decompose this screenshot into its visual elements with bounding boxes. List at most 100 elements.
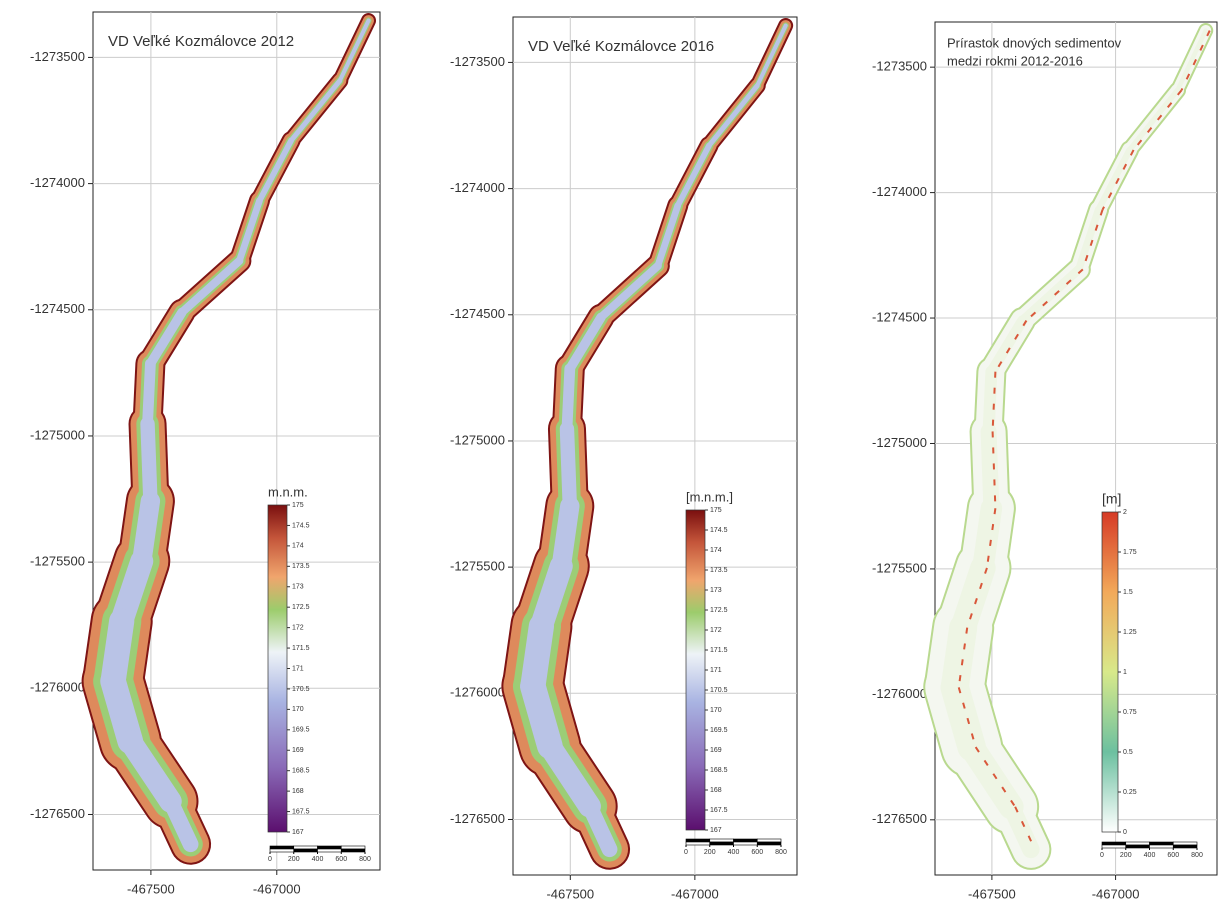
scalebar-segment	[341, 849, 365, 852]
scalebar-label: 600	[335, 856, 347, 863]
river-segment	[148, 424, 151, 501]
scalebar-segment	[294, 846, 318, 849]
x-tick-label: -467000	[1092, 886, 1140, 901]
colorbar-tick-label: 171	[292, 665, 304, 672]
colorbar-tick-label: 0.25	[1123, 789, 1137, 796]
colorbar-tick-label: 173	[292, 584, 304, 591]
colorbar-tick-label: 175	[710, 507, 722, 514]
scalebar-label: 800	[1191, 852, 1203, 859]
colorbar-tick-label: 1.5	[1123, 589, 1133, 596]
colorbar-tick-label: 171.5	[710, 647, 728, 654]
scalebar-segment	[686, 839, 710, 842]
colorbar-tick-label: 172.5	[292, 604, 310, 611]
colorbar-tick-label: 172.5	[710, 607, 728, 614]
colorbar-tick-label: 167	[292, 829, 304, 836]
y-tick-label: -1274500	[30, 301, 85, 316]
scalebar-label: 0	[268, 856, 272, 863]
scalebar-label: 800	[775, 849, 787, 856]
colorbar-tick-label: 168	[292, 788, 304, 795]
colorbar-tick-label: 174	[710, 547, 722, 554]
y-tick-label: -1273500	[30, 49, 85, 64]
colorbar-label: [m.n.m.]	[686, 489, 733, 504]
colorbar-tick-label: 175	[292, 502, 304, 509]
scalebar-segment	[270, 846, 294, 849]
colorbar-tick-label: 167.5	[292, 808, 310, 815]
panel-title: Prírastok dnových sedimentov	[947, 35, 1122, 50]
scalebar-segment	[757, 839, 781, 842]
y-tick-label: -1274000	[872, 184, 927, 199]
scalebar-segment	[710, 842, 734, 845]
scalebar-segment	[734, 839, 758, 842]
y-tick-label: -1273500	[872, 59, 927, 74]
scalebar-segment	[318, 849, 342, 852]
y-tick-label: -1276500	[872, 811, 927, 826]
y-tick-label: -1274500	[872, 309, 927, 324]
x-tick-label: -467000	[253, 881, 301, 896]
colorbar-tick-label: 169	[710, 747, 722, 754]
scalebar-segment	[341, 846, 365, 849]
scalebar-segment	[1150, 842, 1174, 845]
scalebar-label: 400	[728, 849, 740, 856]
colorbar-label: m.n.m.	[268, 484, 308, 499]
scalebar-segment	[270, 849, 294, 852]
colorbar-tick-label: 171	[710, 667, 722, 674]
colorbar-tick-label: 169.5	[710, 727, 728, 734]
scalebar-segment	[318, 846, 342, 849]
colorbar-tick-label: 1.25	[1123, 629, 1137, 636]
x-tick-label: -467500	[127, 881, 175, 896]
colorbar-tick-label: 0	[1123, 829, 1127, 836]
colorbar-tick-label: 167	[710, 827, 722, 834]
river-segment	[989, 431, 992, 508]
y-tick-label: -1275000	[450, 432, 505, 447]
colorbar-tick-label: 174	[292, 543, 304, 550]
colorbar-tick-label: 173.5	[710, 567, 728, 574]
colorbar	[268, 505, 287, 832]
panel-title: medzi rokmi 2012-2016	[947, 53, 1083, 68]
scalebar-segment	[757, 842, 781, 845]
y-tick-label: -1274000	[450, 180, 505, 195]
map-panel: -1273500-1274000-1274500-1275000-1275500…	[30, 12, 380, 896]
scalebar-label: 600	[751, 849, 763, 856]
scalebar-label: 200	[1120, 852, 1132, 859]
colorbar-tick-label: 169	[292, 747, 304, 754]
scalebar-label: 0	[684, 849, 688, 856]
colorbar	[686, 510, 705, 830]
y-tick-label: -1275500	[872, 560, 927, 575]
colorbar-tick-label: 168	[710, 787, 722, 794]
y-tick-label: -1274000	[30, 175, 85, 190]
colorbar-tick-label: 0.75	[1123, 709, 1137, 716]
map-figure: -1273500 -1274000 -1274500 -1275000 -1275500…	[0, 0, 1223, 910]
colorbar-tick-label: 172	[710, 627, 722, 634]
colorbar-tick-label: 170	[710, 707, 722, 714]
panel-title: VD Veľké Kozmálovce 2012	[108, 33, 294, 50]
x-tick-label: -467500	[968, 886, 1016, 901]
y-tick-label: -1276000	[872, 686, 927, 701]
scalebar-segment	[1173, 842, 1197, 845]
colorbar-tick-label: 170	[292, 706, 304, 713]
colorbar-tick-label: 168.5	[292, 768, 310, 775]
scalebar-segment	[1102, 842, 1126, 845]
scalebar-segment	[294, 849, 318, 852]
colorbar-tick-label: 170.5	[292, 686, 310, 693]
scalebar-label: 800	[359, 856, 371, 863]
colorbar-tick-label: 0.5	[1123, 749, 1133, 756]
colorbar-label: [m]	[1102, 491, 1121, 507]
colorbar-tick-label: 1.75	[1123, 549, 1137, 556]
scalebar-segment	[1150, 845, 1174, 848]
scalebar-segment	[734, 842, 758, 845]
colorbar-tick-label: 173.5	[292, 563, 310, 570]
y-tick-label: -1275500	[30, 554, 85, 569]
scalebar-label: 200	[288, 856, 300, 863]
panel-title: VD Veľké Kozmálovce 2016	[528, 38, 714, 55]
colorbar-tick-label: 171.5	[292, 645, 310, 652]
colorbar-tick-label: 174.5	[710, 527, 728, 534]
colorbar-tick-label: 174.5	[292, 522, 310, 529]
scalebar-segment	[1126, 842, 1150, 845]
scalebar-segment	[1173, 845, 1197, 848]
y-tick-label: -1275000	[872, 435, 927, 450]
scalebar-label: 600	[1167, 852, 1179, 859]
scalebar-label: 200	[704, 849, 716, 856]
map-panel: -1273500 -1274000 -1274500 -1275000 -1275500…	[872, 22, 1217, 901]
scalebar-segment	[1126, 845, 1150, 848]
scalebar-segment	[686, 842, 710, 845]
